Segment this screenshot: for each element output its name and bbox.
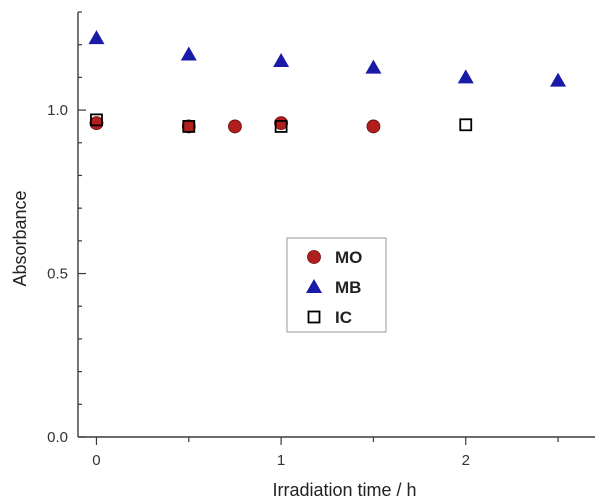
series-ic <box>90 113 473 133</box>
legend-label-mb: MB <box>335 278 361 297</box>
data-point-mb <box>88 30 105 45</box>
data-point-mo <box>366 119 381 134</box>
data-point-ic <box>459 118 473 132</box>
y-tick-label: 1.0 <box>47 102 68 119</box>
legend-label-ic: IC <box>335 308 352 327</box>
data-point-mo <box>181 119 196 134</box>
data-point-mo <box>89 116 104 131</box>
legend-marker-mb <box>306 279 322 293</box>
data-point-mb <box>550 72 567 87</box>
y-tick-label: 0.5 <box>47 266 68 283</box>
data-point-ic <box>182 120 196 133</box>
x-axis-title: Irradiation time / h <box>272 480 416 500</box>
data-marks <box>88 30 567 134</box>
legend-marker-ic <box>307 310 321 324</box>
series-mo <box>89 116 381 134</box>
x-tick-label: 0 <box>92 452 100 469</box>
data-point-mb <box>180 46 197 61</box>
data-point-mo <box>228 119 242 134</box>
series-mb <box>88 30 567 87</box>
data-point-mb <box>365 59 382 74</box>
y-axis-title: Absorbance <box>10 190 30 286</box>
axes: 0.0 0.5 1.0 0 1 2 Irradiation time / h Absorban… <box>10 11 595 500</box>
legend-marker-mo <box>307 250 321 264</box>
legend-box <box>286 237 387 333</box>
x-tick-label: 1 <box>277 452 285 469</box>
legend-label-mo: MO <box>335 248 362 267</box>
y-tick-label: 0.0 <box>47 429 68 446</box>
data-point-mo <box>274 116 289 131</box>
data-point-mb <box>273 53 290 68</box>
x-tick-label: 2 <box>462 452 470 469</box>
data-point-mb <box>457 69 474 84</box>
data-point-ic <box>90 113 103 127</box>
legend: MO MB IC <box>286 237 387 333</box>
data-point-ic <box>274 120 288 133</box>
